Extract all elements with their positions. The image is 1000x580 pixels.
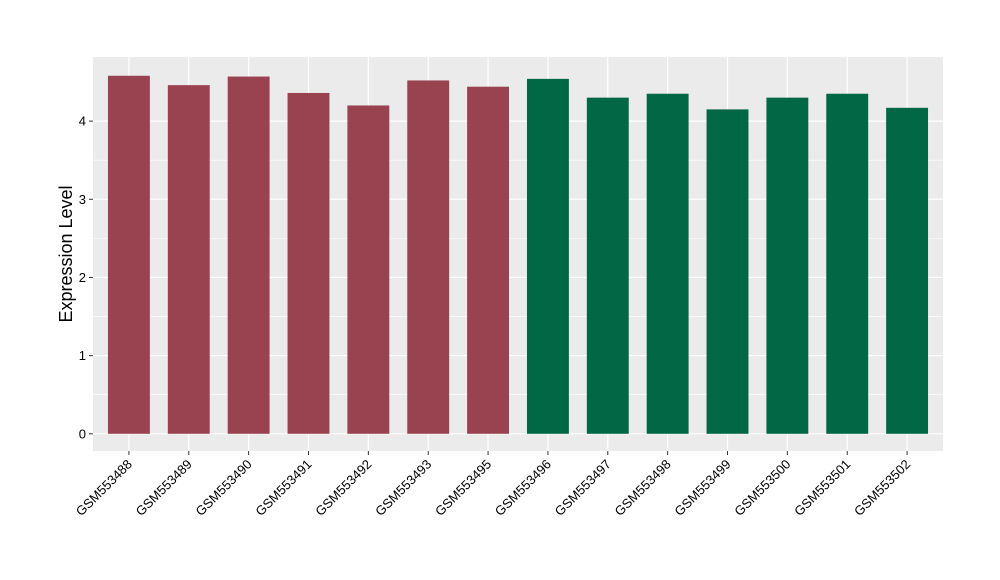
x-tick-label: GSM553489 [133,457,195,519]
bar-GSM553490 [227,76,270,434]
x-tick-label: GSM553493 [372,457,434,519]
bar-GSM553501 [826,93,869,434]
y-tick-label: 2 [79,270,86,285]
x-tick-label: GSM553491 [252,457,314,519]
x-tick-label: GSM553497 [552,457,614,519]
bar-GSM553495 [467,86,510,434]
bar-GSM553496 [526,78,569,434]
x-tick-label: GSM553498 [612,457,674,519]
x-tick-label: GSM553502 [851,457,913,519]
bar-GSM553497 [586,97,629,434]
x-tick-label: GSM553495 [432,457,494,519]
x-tick-label: GSM553492 [312,457,374,519]
x-axis: GSM553488GSM553489GSM553490GSM553491GSM5… [73,451,913,519]
x-tick-label: GSM553501 [791,457,853,519]
x-tick-label: GSM553488 [73,457,135,519]
bar-GSM553492 [347,105,390,434]
bar-GSM553491 [287,92,330,434]
x-tick-label: GSM553500 [731,457,793,519]
x-tick-label: GSM553490 [193,457,255,519]
bar-GSM553498 [646,93,689,434]
x-tick-label: GSM553499 [671,457,733,519]
y-tick-label: 1 [79,348,86,363]
y-axis: 0 1 2 3 4 [79,114,93,441]
y-tick-label: 4 [79,114,86,129]
y-tick-label: 3 [79,192,86,207]
bar-GSM553488 [107,75,150,434]
bar-GSM553489 [167,85,210,434]
y-axis-title: Expression Level [56,185,76,322]
bar-GSM553493 [407,80,450,434]
bars [107,75,929,434]
bar-GSM553502 [886,107,929,434]
panel-background [93,57,943,451]
bar-GSM553500 [766,97,809,434]
y-tick-label: 0 [79,426,86,441]
bar-GSM553499 [706,109,749,434]
x-tick-label: GSM553496 [492,457,554,519]
